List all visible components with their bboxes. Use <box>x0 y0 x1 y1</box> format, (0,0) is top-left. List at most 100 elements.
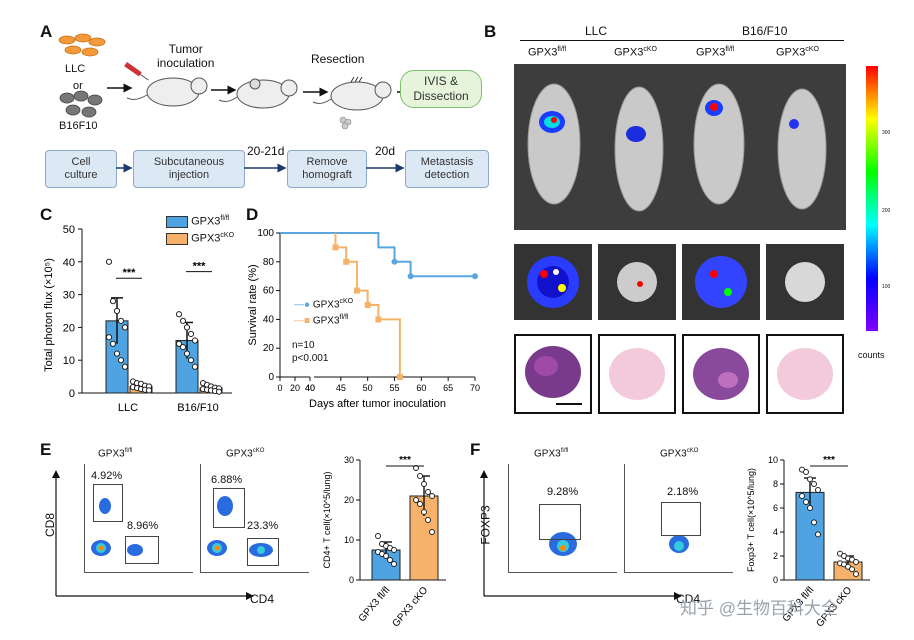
e-ytick-label: 10 <box>344 535 354 545</box>
d-xtick-label: 0 <box>277 383 282 393</box>
d-marker-flfl <box>396 374 403 380</box>
watermark: 知乎 @生物百科大全 <box>680 599 838 618</box>
group-llc: LLC <box>585 24 608 38</box>
histology-1 <box>514 334 592 414</box>
cell-line-llc: LLC <box>65 63 86 75</box>
c-xtick-label: B16/F10 <box>177 402 219 414</box>
d-marker-flfl <box>332 244 339 251</box>
group-llc-line <box>520 40 682 41</box>
f-point <box>853 559 859 565</box>
d-ylabel: Survival rate (%) <box>247 264 259 345</box>
f-point <box>815 487 821 493</box>
f-ylabel: Foxp3+ T cell(×10^5/lung) <box>746 468 756 572</box>
c-point <box>117 357 125 364</box>
f-point <box>849 566 855 573</box>
f-axes-arrows <box>480 470 682 600</box>
e-ylabel: CD4+ T cell(×10^5/lung) <box>322 472 332 569</box>
c-point <box>105 258 113 265</box>
e-sig-text: *** <box>399 455 411 466</box>
mouse-icon-3 <box>312 76 392 111</box>
c-point <box>121 324 129 331</box>
e-point <box>391 561 397 567</box>
e-point <box>429 529 435 535</box>
histology-3 <box>682 334 760 414</box>
d-xtick-label: 40 <box>305 383 315 393</box>
e-xtick-label: GPX3 cKO <box>390 585 430 630</box>
f-ytick-label: 8 <box>773 479 778 489</box>
d-marker-flfl <box>364 302 371 308</box>
box-subcutaneous-injection: Subcutaneous injection <box>133 150 245 188</box>
f-point <box>853 571 859 577</box>
e-point <box>387 557 393 563</box>
f-point <box>803 499 809 505</box>
e-ytick-label: 20 <box>344 495 354 505</box>
box-cell-culture: Cell culture <box>45 150 117 188</box>
c-point <box>179 343 187 351</box>
d-line-cko <box>280 232 475 278</box>
interval-20-21d: 20-21d <box>247 144 285 158</box>
f-point <box>811 481 817 487</box>
lung-ivis-row <box>514 244 844 320</box>
facs-f-2: 2.18% <box>624 464 733 573</box>
pct-e-3: 6.88% <box>211 474 243 486</box>
facs-f-1: 9.28% <box>508 464 617 573</box>
col-header-3: GPX3fl/fl <box>696 46 735 59</box>
mouse-icon-2 <box>218 78 298 109</box>
c-point <box>187 357 195 364</box>
colorbar-tick-100: 100 <box>882 284 891 290</box>
d-marker-flfl <box>375 316 382 323</box>
f-title-1: GPX3fl/fl <box>534 448 569 460</box>
mouse-icon-1 <box>126 77 208 107</box>
d-marker-flfl <box>343 258 350 265</box>
d-xtick-label: 40 <box>305 383 315 393</box>
d-xtick-label: 20 <box>290 383 300 393</box>
c-point <box>109 340 117 347</box>
e-xtick-label: GPX3 fl/fl <box>357 585 393 624</box>
c-point <box>183 324 191 331</box>
facs-e-2: 6.88% 23.3% <box>200 464 309 573</box>
e-point <box>417 501 423 507</box>
step-resection: Resection <box>311 52 365 66</box>
d-ytick-label: 80 <box>263 257 275 268</box>
d-xlabel: Days after tumor inoculation <box>309 398 446 410</box>
panel-label-b: B <box>484 22 497 41</box>
c-point <box>191 363 199 370</box>
legend-c-2: GPX3cKO <box>166 232 234 245</box>
f-point <box>807 505 813 511</box>
f-ytick-label: 0 <box>773 575 778 585</box>
c-ytick-label: 10 <box>63 355 75 367</box>
c-point <box>113 350 121 357</box>
e-point <box>413 497 419 503</box>
cell-line-b16f10: B16F10 <box>59 120 98 132</box>
e-point <box>391 547 397 553</box>
legend-d-2: —■ GPX3fl/fl <box>294 314 349 327</box>
gate-cd8-2 <box>213 488 245 528</box>
ivis-mice-image <box>514 64 846 230</box>
c-point <box>113 307 121 315</box>
colorbar <box>866 66 878 331</box>
e-point <box>383 553 389 559</box>
c-point <box>215 388 223 395</box>
d-line-flfl <box>334 233 401 377</box>
c-ytick-label: 40 <box>63 257 75 269</box>
box-ivis-dissection: IVIS & Dissection <box>400 70 482 108</box>
d-xtick-label: 70 <box>470 383 480 393</box>
c-point <box>117 317 125 324</box>
d-xtick-label: 65 <box>443 383 453 393</box>
d-xtick-label: 50 <box>363 383 373 393</box>
flow-arrows <box>116 163 405 173</box>
e-ytick-label: 0 <box>349 575 354 585</box>
c-point <box>191 337 199 344</box>
f-point <box>811 519 817 526</box>
e-title-1: GPX3fl/fl <box>98 448 133 460</box>
d-ytick-label: 20 <box>263 343 275 354</box>
f-ytick-label: 6 <box>773 503 778 513</box>
panel-label-e: E <box>40 440 52 459</box>
c-ytick-label: 50 <box>63 224 75 236</box>
c-xtick-label: LLC <box>118 402 138 414</box>
c-sig-text: *** <box>123 267 137 279</box>
note-n: n=10 <box>292 340 315 351</box>
panel-a: LLC or B16F10 Tumor inoculation Resectio… <box>45 30 489 200</box>
c-point <box>175 311 183 318</box>
